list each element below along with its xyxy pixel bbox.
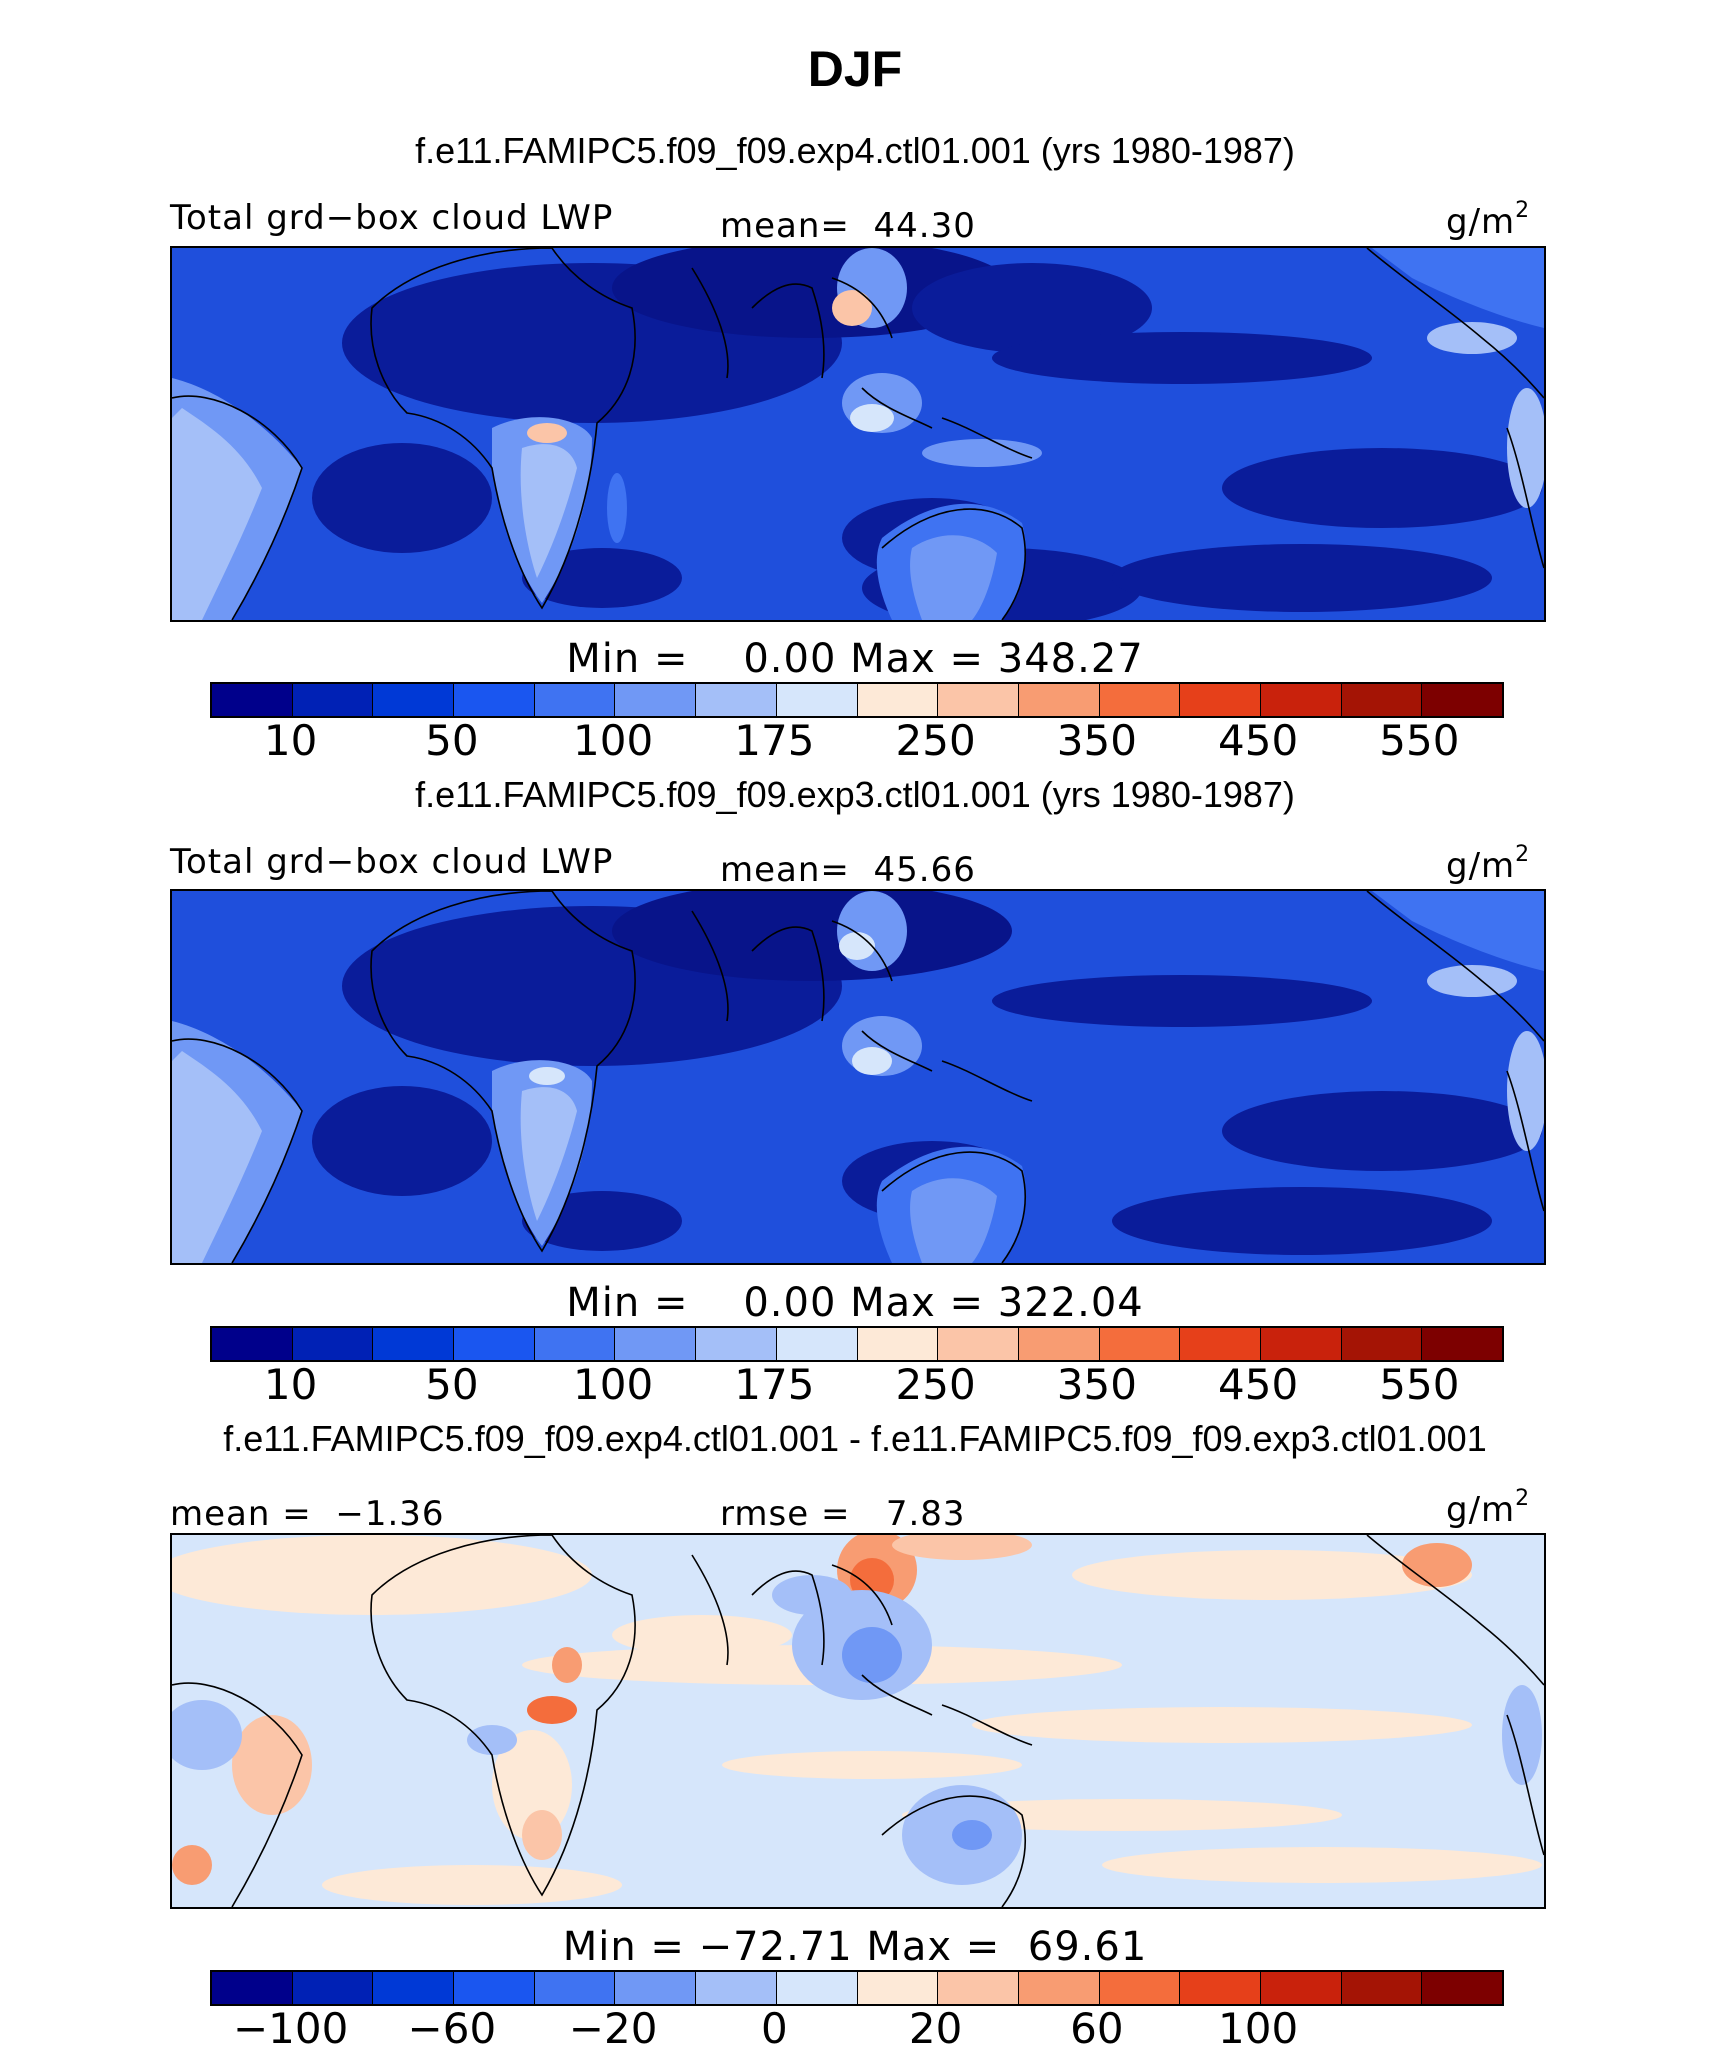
colorbar-cell (1260, 1328, 1342, 1360)
colorbar-cell (615, 684, 697, 716)
colorbar-tick-label: 10 (263, 716, 318, 765)
colorbar-cell (938, 1972, 1019, 2004)
panel1-colorbar-ticks: 10 50 100 175 250 350 450 550 (210, 716, 1500, 765)
colorbar-tick-label: 20 (908, 2004, 963, 2053)
panel3-rmse-label: rmse = 7.83 (720, 1494, 966, 1534)
colorbar-cell (212, 684, 293, 716)
colorbar-cell (1422, 1328, 1502, 1360)
colorbar-tick-label: 350 (1056, 716, 1137, 765)
colorbar-cell (292, 684, 374, 716)
colorbar-cell (1018, 684, 1100, 716)
figure-title: DJF (807, 41, 903, 97)
colorbar-cell (1341, 684, 1423, 716)
panel3-minmax: Min = −72.71 Max = 69.61 (562, 1924, 1148, 1970)
panel2-variable-label: Total grd−box cloud LWP (170, 842, 614, 882)
colorbar-cell (454, 1328, 535, 1360)
colorbar-tick-label: 100 (573, 1360, 654, 1409)
panel2-case-title: f.e11.FAMIPC5.f09_f09.exp3.ctl01.001 (yr… (415, 774, 1295, 815)
colorbar-cell (1341, 1328, 1423, 1360)
colorbar-tick-label: 100 (573, 716, 654, 765)
colorbar-cell (1180, 1328, 1261, 1360)
colorbar-tick-label: 175 (734, 716, 815, 765)
colorbar-cell (1099, 1972, 1181, 2004)
colorbar-cell (1260, 1972, 1342, 2004)
colorbar-tick-label: −100 (232, 2004, 349, 2053)
colorbar-tick-label: 175 (734, 1360, 815, 1409)
colorbar-cell (373, 684, 455, 716)
colorbar-cell (212, 1328, 293, 1360)
colorbar-cell (373, 1972, 455, 2004)
colorbar-cell (938, 684, 1019, 716)
panel2-colorbar-ticks: 10 50 100 175 250 350 450 550 (210, 1360, 1500, 1409)
colorbar-cell (1018, 1328, 1100, 1360)
colorbar-tick-label: 250 (895, 1360, 976, 1409)
colorbar-tick-label: 550 (1379, 1360, 1460, 1409)
colorbar-cell (696, 684, 777, 716)
panel1-mean-label: mean= 44.30 (720, 206, 976, 246)
colorbar-cell (534, 1972, 616, 2004)
colorbar-cell (1260, 684, 1342, 716)
colorbar-cell (857, 684, 939, 716)
colorbar-tick-label: 50 (425, 1360, 479, 1409)
colorbar-tick-label: 450 (1218, 1360, 1299, 1409)
colorbar-tick-label: 350 (1056, 1360, 1137, 1409)
colorbar-tick-label: 250 (895, 716, 976, 765)
panel2-map (170, 889, 1546, 1265)
colorbar-cell (1180, 1972, 1261, 2004)
panel1-units-label: g/m2 (1446, 198, 1531, 242)
colorbar-tick-label: 0 (761, 2004, 788, 2053)
panel2-mean-label: mean= 45.66 (720, 850, 976, 890)
panel1-map (170, 246, 1546, 622)
colorbar-tick-label: 100 (1218, 2004, 1299, 2053)
colorbar-tick-label: 450 (1218, 716, 1299, 765)
colorbar-tick-label: 550 (1379, 716, 1460, 765)
panel2-colorbar (210, 1326, 1504, 1362)
colorbar-cell (696, 1328, 777, 1360)
colorbar-cell (454, 1972, 535, 2004)
panel3-map (170, 1533, 1546, 1909)
colorbar-cell (1018, 1972, 1100, 2004)
panel2-minmax: Min = 0.00 Max = 322.04 (566, 1280, 1144, 1326)
panel3-colorbar (210, 1970, 1504, 2006)
colorbar-cell (534, 1328, 616, 1360)
colorbar-cell (1099, 1328, 1181, 1360)
panel1-colorbar (210, 682, 1504, 718)
colorbar-cell (1099, 684, 1181, 716)
colorbar-cell (776, 684, 858, 716)
panel3-units-label: g/m2 (1446, 1486, 1531, 1530)
panel1-variable-label: Total grd−box cloud LWP (170, 198, 614, 238)
colorbar-cell (1341, 1972, 1423, 2004)
colorbar-cell (776, 1328, 858, 1360)
colorbar-cell (292, 1328, 374, 1360)
colorbar-cell (373, 1328, 455, 1360)
panel1-case-title: f.e11.FAMIPC5.f09_f09.exp4.ctl01.001 (yr… (415, 130, 1295, 171)
colorbar-cell (534, 684, 616, 716)
colorbar-cell (454, 684, 535, 716)
colorbar-tick-label: 10 (263, 1360, 318, 1409)
colorbar-tick-label: 50 (425, 716, 479, 765)
colorbar-cell (615, 1972, 697, 2004)
colorbar-cell (1422, 1972, 1502, 2004)
colorbar-tick-label: −20 (568, 2004, 658, 2053)
colorbar-cell (938, 1328, 1019, 1360)
panel3-case-title: f.e11.FAMIPC5.f09_f09.exp4.ctl01.001 - f… (223, 1418, 1487, 1459)
colorbar-cell (212, 1972, 293, 2004)
colorbar-cell (857, 1328, 939, 1360)
colorbar-cell (615, 1328, 697, 1360)
colorbar-cell (776, 1972, 858, 2004)
colorbar-cell (1422, 684, 1502, 716)
panel3-colorbar-ticks: −100 −60 −20 0 20 60 100 (210, 2004, 1500, 2053)
panel1-minmax: Min = 0.00 Max = 348.27 (566, 636, 1144, 682)
panel2-units-label: g/m2 (1446, 842, 1531, 886)
colorbar-tick-label: 60 (1070, 2004, 1124, 2053)
colorbar-cell (292, 1972, 374, 2004)
colorbar-cell (1180, 684, 1261, 716)
colorbar-tick-label: −60 (407, 2004, 497, 2053)
colorbar-cell (857, 1972, 939, 2004)
colorbar-cell (696, 1972, 777, 2004)
panel3-mean-label: mean = −1.36 (170, 1494, 445, 1534)
